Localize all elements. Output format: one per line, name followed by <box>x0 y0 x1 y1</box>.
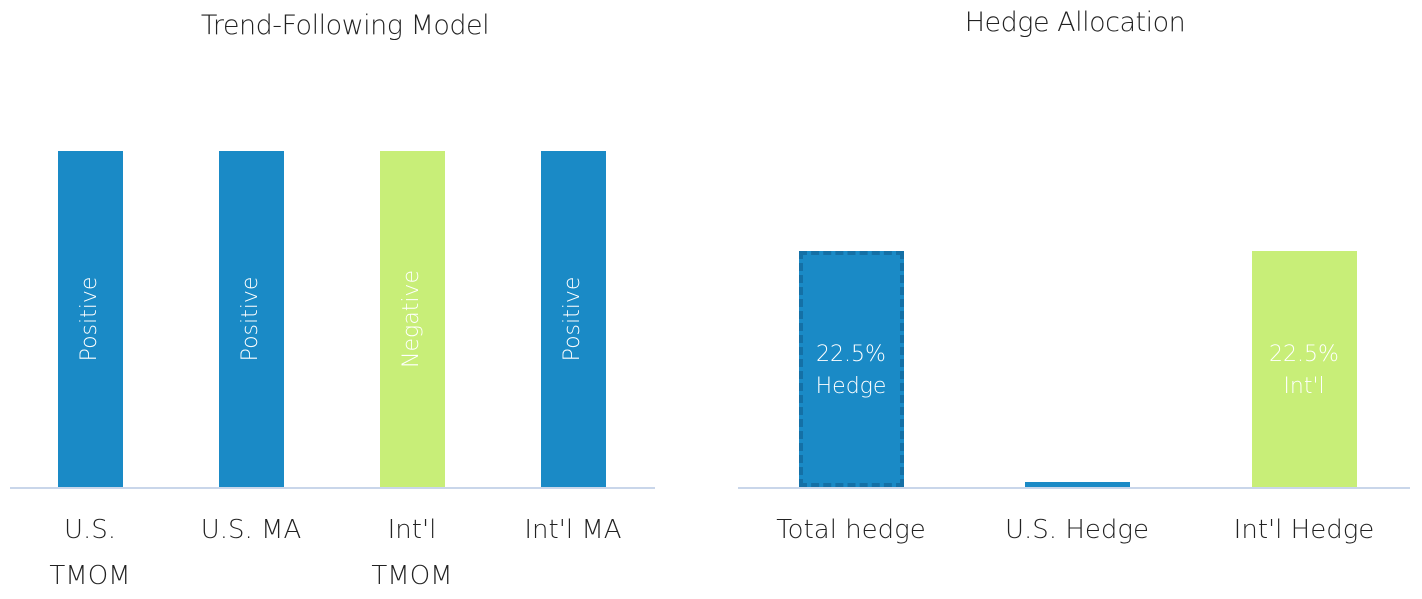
x-tick-label: U.S. Hedge <box>1005 515 1149 545</box>
bar <box>218 151 284 487</box>
value-label: Positive <box>560 276 585 362</box>
x-axis <box>738 487 1410 489</box>
bar <box>540 151 606 487</box>
x-tick-label: U.S. MA <box>200 515 302 545</box>
chart-title: Trend-Following Model <box>200 10 490 41</box>
value-label: Positive <box>238 276 263 362</box>
x-tick-label: Int'l TMOM <box>371 515 453 591</box>
x-tick-label: U.S. TMOM <box>49 515 131 591</box>
chart-title: Hedge Allocation <box>964 7 1186 38</box>
bar <box>1251 250 1357 487</box>
bar <box>1024 481 1130 487</box>
value-label: 22.5% Hedge <box>815 341 887 399</box>
x-axis <box>10 487 655 489</box>
bar <box>798 250 904 487</box>
value-label: Negative <box>399 270 424 368</box>
x-tick-label: Int'l Hedge <box>1233 515 1375 545</box>
bar <box>57 151 123 487</box>
bar <box>379 151 445 487</box>
value-label: Positive <box>77 276 102 362</box>
value-label: 22.5% Int'l <box>1269 341 1339 399</box>
x-tick-label: Int'l MA <box>524 515 622 545</box>
x-tick-label: Total hedge <box>776 515 926 545</box>
